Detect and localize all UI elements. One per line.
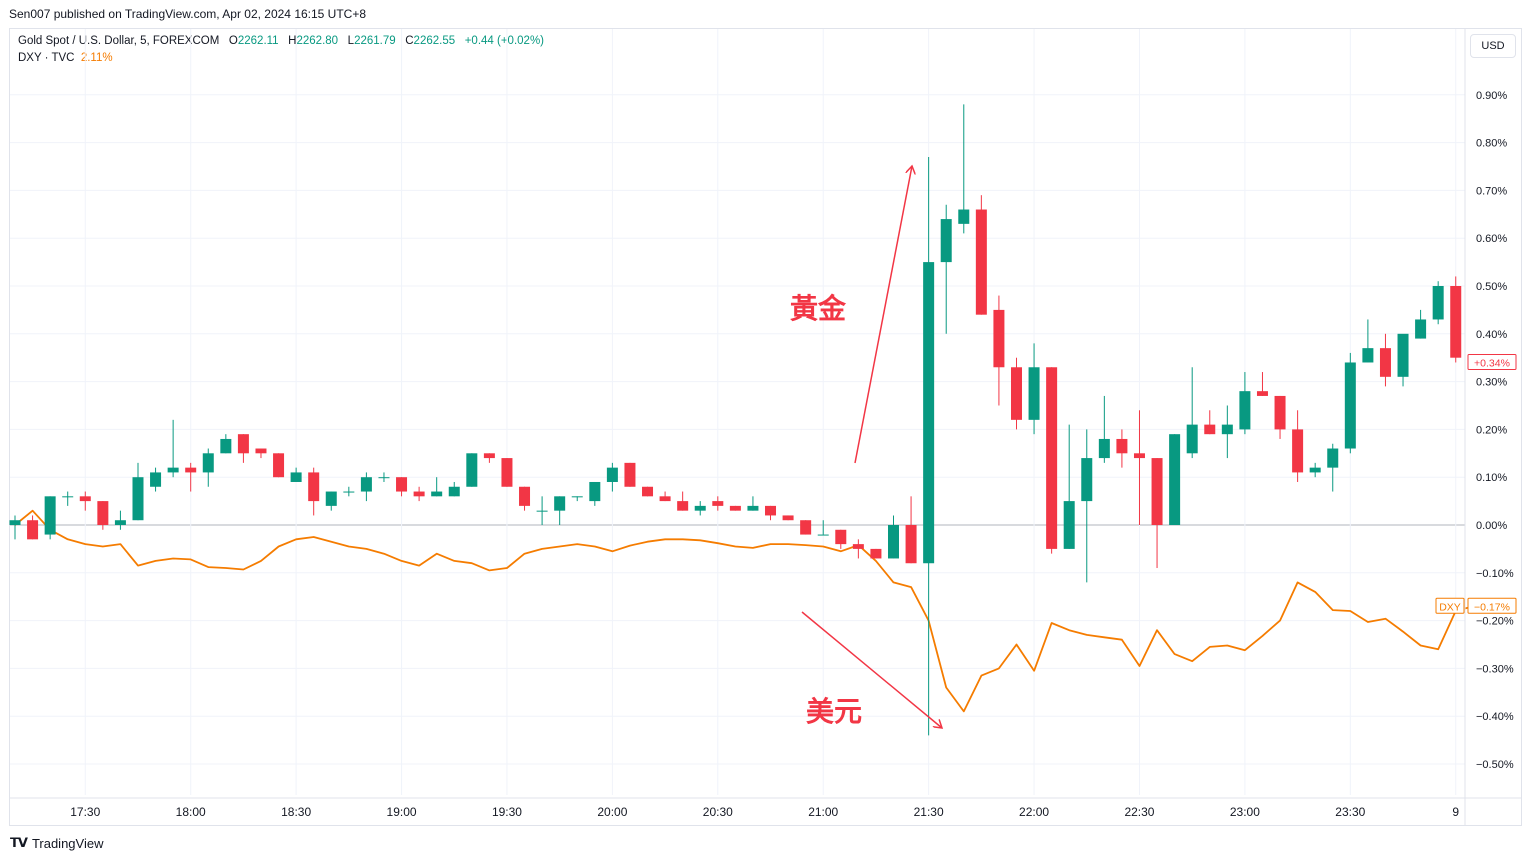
dxy-value: 2.11% (80, 52, 113, 64)
low-label: L (347, 35, 355, 47)
change-value: +0.44 (+0.02%) (464, 35, 544, 47)
publisher-caption: Sen007 published on TradingView.com, Apr… (9, 7, 367, 21)
tradingview-logo-icon: 𝗧𝗩 (10, 835, 28, 850)
open-label: O (228, 35, 238, 47)
high-value: 2262.80 (296, 35, 339, 47)
close-label: C (405, 35, 414, 47)
footer: 𝗧𝗩 TradingView (10, 835, 103, 851)
close-value: 2262.55 (413, 35, 456, 47)
dxy-legend: DXY · TVC 2.11% (18, 52, 113, 64)
open-value: 2262.11 (237, 35, 279, 47)
symbol-legend: Gold Spot / U.S. Dollar, 5, FOREXCOM O22… (18, 35, 544, 47)
footer-brand[interactable]: TradingView (31, 835, 104, 851)
chart-frame (9, 28, 1522, 826)
currency-button[interactable]: USD (1470, 34, 1516, 58)
symbol-title[interactable]: Gold Spot / U.S. Dollar, 5, FOREXCOM (18, 35, 220, 47)
low-value: 2261.79 (354, 35, 396, 47)
high-label: H (288, 35, 297, 47)
dxy-title[interactable]: DXY · TVC (18, 52, 75, 64)
